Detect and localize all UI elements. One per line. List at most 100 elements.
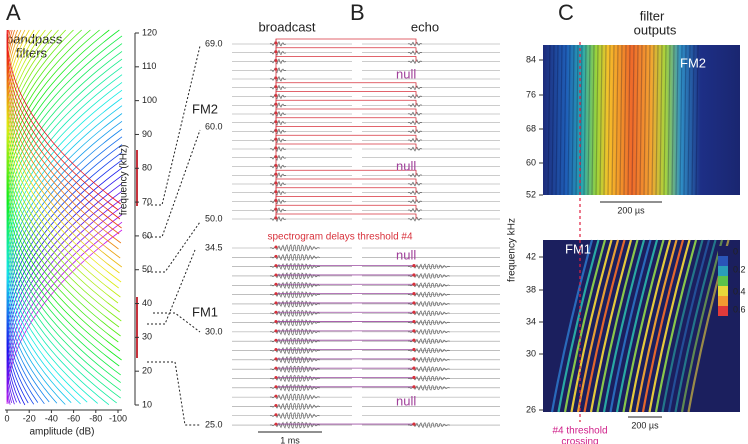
panel-title: bandpass <box>6 31 63 46</box>
x-tick-label: -100 <box>109 413 127 423</box>
delay-bracket <box>275 143 417 149</box>
null-label: null <box>396 66 416 81</box>
x-tick-label: 0 <box>4 413 9 423</box>
threshold-dot <box>274 338 278 342</box>
waveform <box>269 244 320 252</box>
delay-bracket <box>275 178 417 184</box>
threshold-label: #4 threshold <box>552 426 607 437</box>
stripe <box>627 44 631 196</box>
y-tick-label: 90 <box>142 129 152 139</box>
stripe <box>631 44 635 196</box>
null-label: null <box>396 158 416 173</box>
null-label: null <box>396 247 416 262</box>
y-tick-label: 120 <box>142 27 157 37</box>
waveform <box>407 41 423 47</box>
waveform <box>269 393 320 402</box>
group-label: FM2 <box>192 101 218 116</box>
waveform <box>269 215 287 223</box>
waveform <box>407 94 423 100</box>
waveform <box>407 85 423 91</box>
filter-curve <box>6 29 119 289</box>
y-axis-label: frequency (kHz) <box>119 145 130 216</box>
y-tick-label: 52 <box>526 189 536 199</box>
channel-arrows <box>147 45 201 426</box>
colorbar-label: 0.2 <box>733 264 746 274</box>
panel-title: filters <box>16 45 48 60</box>
waveform <box>269 163 287 170</box>
delay-bracket <box>275 47 417 53</box>
colorbar-swatch <box>718 266 728 276</box>
threshold-dot <box>274 422 278 426</box>
stripe <box>595 44 599 196</box>
waveform <box>407 263 450 270</box>
y-tick-label: 70 <box>142 196 152 206</box>
filter-curve <box>6 29 121 259</box>
stripe <box>563 44 567 196</box>
threshold-dot <box>274 282 278 286</box>
stripe <box>643 44 647 196</box>
stripe <box>679 44 683 196</box>
waveform <box>407 384 451 391</box>
y-tick-label: 20 <box>142 366 152 376</box>
stripe <box>648 239 691 413</box>
channel-label: 25.0 <box>205 419 223 429</box>
waveform <box>407 365 451 373</box>
filter-curve <box>6 29 122 361</box>
stripe <box>596 239 639 413</box>
delay-bracket <box>275 99 417 106</box>
stripe <box>555 44 559 196</box>
waveform <box>407 59 423 65</box>
filter-curve <box>6 29 119 304</box>
stripe <box>557 239 600 413</box>
waveform <box>269 49 287 56</box>
filter-curve <box>6 151 123 405</box>
waveform <box>407 310 450 317</box>
fm1-stripes <box>550 239 730 413</box>
panel-letter: C <box>558 0 574 25</box>
delay-bracket <box>275 82 417 88</box>
delay-bracket <box>275 117 417 123</box>
stripe <box>647 44 651 196</box>
waveform <box>269 128 287 135</box>
delay-bracket <box>275 38 417 44</box>
waveform <box>407 199 423 205</box>
waveform <box>407 181 423 187</box>
y-tick-label: 50 <box>142 264 152 274</box>
stripe <box>589 239 633 413</box>
filter-curve <box>6 29 122 283</box>
channel-label: 60.0 <box>205 121 223 131</box>
y-tick-label: 60 <box>142 230 152 240</box>
threshold-dot <box>274 403 278 407</box>
threshold-dot <box>274 273 278 277</box>
filter-curve <box>6 136 123 405</box>
stripe <box>680 239 724 413</box>
fm2-stripes <box>547 44 699 196</box>
stripe <box>641 239 685 413</box>
filter-curve <box>6 29 121 220</box>
waveform <box>407 291 451 298</box>
waveform <box>269 93 287 100</box>
y-tick-label: 80 <box>142 163 152 173</box>
delay-bracket <box>275 56 417 62</box>
waveform <box>407 319 451 326</box>
stripe <box>635 44 639 196</box>
waveform <box>269 102 287 109</box>
delay-bracket <box>275 91 417 97</box>
scale-label: 200 µs <box>631 420 659 430</box>
threshold-dot <box>412 282 416 286</box>
null-label: null <box>396 393 416 408</box>
waveform <box>407 272 451 280</box>
stripe <box>587 44 591 196</box>
stripe <box>603 44 607 196</box>
threshold-dot <box>412 319 416 324</box>
filter-curve <box>6 190 123 405</box>
panel-title: outputs <box>634 22 677 37</box>
column-header: broadcast <box>258 19 315 34</box>
colorbar-swatch <box>718 296 728 306</box>
y-tick-label: 110 <box>142 61 156 71</box>
filter-curve <box>6 29 119 343</box>
spectrogram-label: FM1 <box>565 241 591 256</box>
waveform <box>407 111 423 117</box>
waveform <box>407 146 423 152</box>
colorbar-swatch <box>718 256 728 266</box>
